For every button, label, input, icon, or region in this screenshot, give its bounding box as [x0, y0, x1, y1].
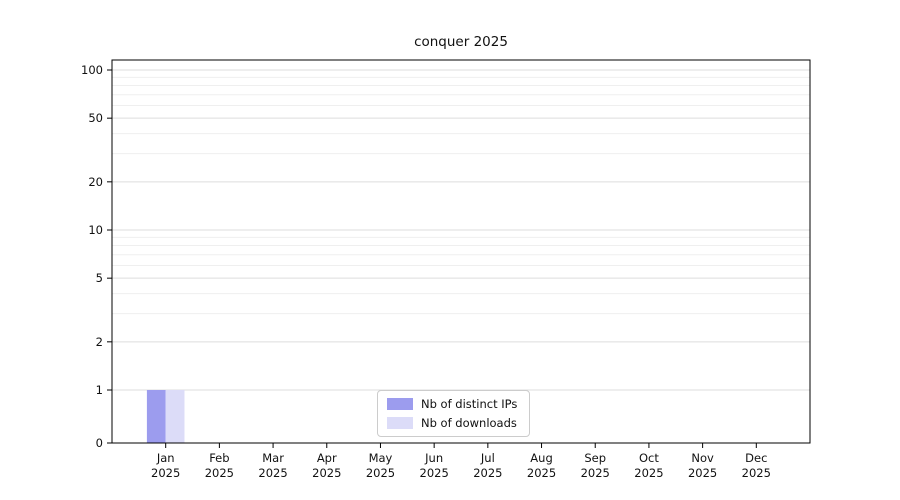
- y-tick-label: 10: [88, 223, 103, 237]
- y-tick-label: 1: [96, 383, 103, 397]
- x-tick-label: Aug 2025: [527, 451, 556, 480]
- x-tick-label: Oct 2025: [634, 451, 663, 480]
- x-tick-label: May 2025: [366, 451, 395, 480]
- y-tick-label: 100: [81, 63, 103, 77]
- legend-swatch-downloads: [387, 417, 413, 429]
- x-tick-label: Jun 2025: [420, 451, 449, 480]
- legend-item: Nb of distinct IPs: [387, 397, 517, 411]
- y-axis: 0 1 2 5 10 20 50 100: [81, 63, 112, 450]
- y-tick-label: 20: [88, 175, 103, 189]
- gridlines: [112, 69, 810, 391]
- x-tick-label: Mar 2025: [258, 451, 287, 480]
- y-tick-label: 0: [96, 436, 103, 450]
- x-axis: Jan 2025 Feb 2025 Mar 2025 Apr 2025 May 2025 Jun 20…: [151, 443, 771, 480]
- bars: [146, 390, 185, 443]
- x-tick-label: Jul 2025: [473, 451, 502, 480]
- x-tick-label: Dec 2025: [742, 451, 771, 480]
- y-tick-label: 5: [96, 271, 103, 285]
- bar-nb-of-downloads-jan: [165, 390, 185, 443]
- legend-swatch-distinct-ips: [387, 398, 413, 410]
- legend-item: Nb of downloads: [387, 416, 517, 430]
- chart-title: conquer 2025: [414, 34, 508, 50]
- bar-nb-of-distinct-ips-jan: [146, 390, 166, 443]
- legend: Nb of distinct IPs Nb of downloads: [377, 390, 531, 437]
- legend-label: Nb of downloads: [421, 416, 517, 430]
- x-tick-label: Apr 2025: [312, 451, 341, 480]
- legend-label: Nb of distinct IPs: [421, 397, 518, 411]
- y-tick-label: 2: [96, 335, 103, 349]
- x-tick-label: Nov 2025: [688, 451, 717, 480]
- y-tick-label: 50: [88, 111, 103, 125]
- plot-border: [111, 59, 811, 444]
- x-tick-label: Jan 2025: [151, 451, 180, 480]
- x-tick-label: Sep 2025: [581, 451, 610, 480]
- x-tick-label: Feb 2025: [205, 451, 234, 480]
